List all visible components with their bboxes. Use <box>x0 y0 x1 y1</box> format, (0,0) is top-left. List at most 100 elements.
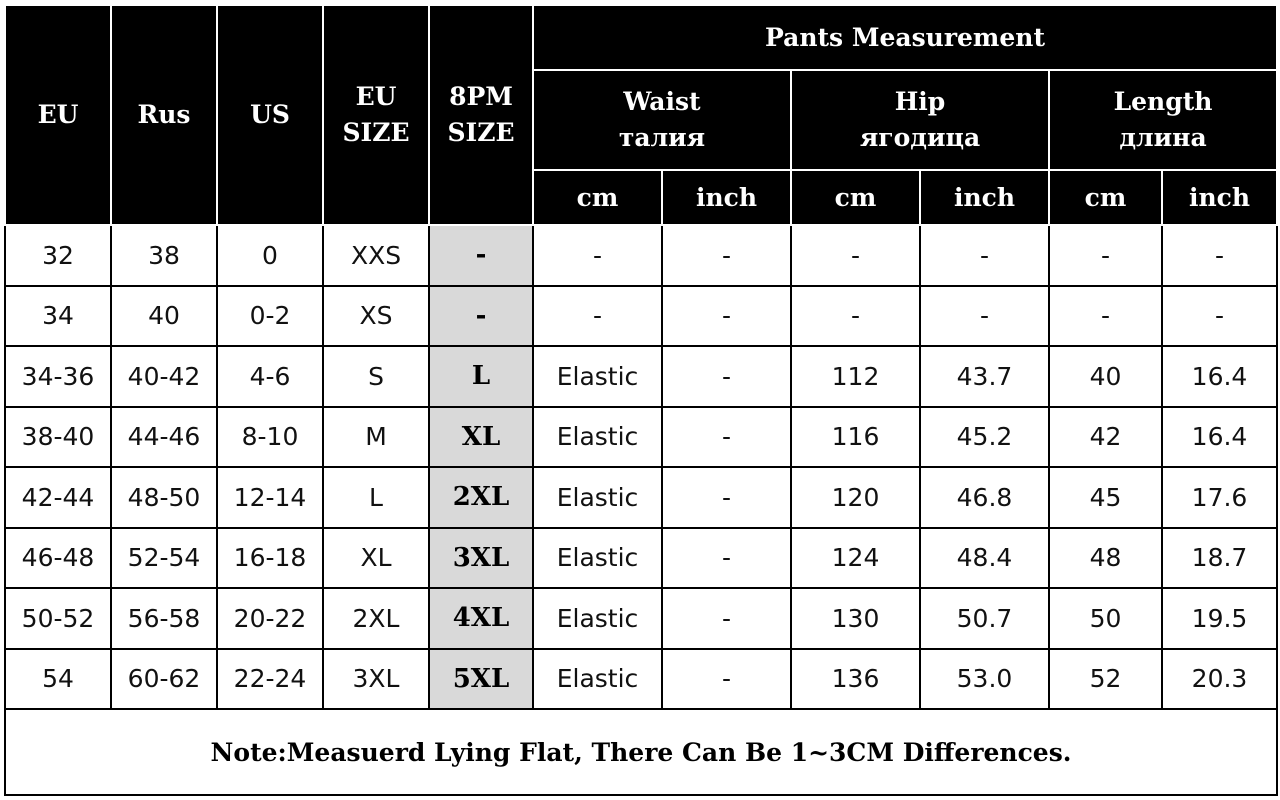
cell-length-cm: 45 <box>1048 466 1163 529</box>
header-us: US <box>216 4 324 226</box>
header-pants-measurement: Pants Measurement <box>531 4 1279 71</box>
cell-waist-cm: Elastic <box>532 345 663 408</box>
cell-eu-size: XL <box>322 526 430 589</box>
table-row: 38-40 44-46 8-10 M XL Elastic -116 45.2 42 16.4 <box>4 405 1279 468</box>
cell-us: 20-22 <box>216 587 324 650</box>
cell-length-cm: 42 <box>1048 405 1163 468</box>
header-waist-inch: inch <box>661 169 792 226</box>
header-length-inch: inch <box>1160 169 1279 226</box>
table-body: 32 38 0 XXS - - - - - - -34 40 0-2 XS - - - - - - -34-36 40-4… <box>4 224 1279 710</box>
cell-rus: 52-54 <box>110 526 218 589</box>
cell-hip-cm: - <box>790 284 921 347</box>
table-row: 50-52 56-58 20-22 2XL 4XL Elastic -130 50.7 50 19… <box>4 587 1279 650</box>
header-length: Length длина <box>1047 69 1279 171</box>
cell-length-inch: 19.5 <box>1160 587 1279 650</box>
table-row: 42-44 48-50 12-14 L 2XL Elastic -120 46.8 45 17.6 <box>4 466 1279 529</box>
header-hip-cm: cm <box>790 169 921 226</box>
cell-waist-cm: - <box>532 224 663 287</box>
header-waist-ru: талия <box>618 123 706 152</box>
cell-eu: 32 <box>4 224 112 287</box>
cell-us: 0 <box>216 224 324 287</box>
cell-eu-size: 2XL <box>322 587 430 650</box>
cell-length-inch: 16.4 <box>1160 405 1279 468</box>
cell-length-inch: 17.6 <box>1160 466 1279 529</box>
cell-waist-cm: Elastic <box>532 587 663 650</box>
cell-length-cm: 50 <box>1048 587 1163 650</box>
table-row: 32 38 0 XXS - - - - - - - <box>4 224 1279 287</box>
cell-eu: 54 <box>4 647 112 710</box>
header-waist-cm: cm <box>532 169 663 226</box>
header-eu: EU <box>4 4 112 226</box>
cell-rus: 44-46 <box>110 405 218 468</box>
cell-eu: 38-40 <box>4 405 112 468</box>
cell-waist-cm: - <box>532 284 663 347</box>
cell-hip-inch: 45.2 <box>919 405 1050 468</box>
cell-length-cm: - <box>1048 224 1163 287</box>
cell-rus: 40-42 <box>110 345 218 408</box>
cell-us: 4-6 <box>216 345 324 408</box>
cell-eu: 46-48 <box>4 526 112 589</box>
cell-hip-inch: - <box>919 224 1050 287</box>
cell-waist-cm: Elastic <box>532 526 663 589</box>
table-row: 34-36 40-42 4-6 S L Elastic -112 43.7 40 16.4 <box>4 345 1279 408</box>
cell-size: XL <box>428 405 534 468</box>
cell-rus: 40 <box>110 284 218 347</box>
cell-eu-size: 3XL <box>322 647 430 710</box>
cell-eu: 34 <box>4 284 112 347</box>
cell-eu-size: L <box>322 466 430 529</box>
cell-eu: 50-52 <box>4 587 112 650</box>
header-length-en: Length <box>1113 87 1213 116</box>
cell-waist-inch: - <box>661 647 792 710</box>
header-brand-size-line2: SIZE <box>447 118 515 147</box>
header-length-ru: длина <box>1119 123 1207 152</box>
cell-waist-inch: - <box>661 224 792 287</box>
cell-length-inch: - <box>1160 284 1279 347</box>
header-waist: Waist талия <box>532 69 792 171</box>
cell-hip-inch: 48.4 <box>919 526 1050 589</box>
cell-size: 5XL <box>428 647 534 710</box>
cell-waist-inch: - <box>661 466 792 529</box>
table-row: 46-48 52-54 16-18 XL 3XL Elastic -124 48.4 48 18.… <box>4 526 1279 589</box>
cell-waist-inch: - <box>661 284 792 347</box>
header-eu-size-line2: SIZE <box>342 118 410 147</box>
header-hip-inch: inch <box>919 169 1050 226</box>
cell-length-cm: 40 <box>1048 345 1163 408</box>
header-hip-ru: ягодица <box>859 123 981 152</box>
cell-hip-cm: 112 <box>790 345 921 408</box>
cell-eu: 34-36 <box>4 345 112 408</box>
cell-length-cm: 52 <box>1048 647 1163 710</box>
cell-hip-inch: - <box>919 284 1050 347</box>
cell-waist-cm: Elastic <box>532 466 663 529</box>
cell-hip-cm: 130 <box>790 587 921 650</box>
cell-hip-inch: 50.7 <box>919 587 1050 650</box>
cell-hip-inch: 53.0 <box>919 647 1050 710</box>
cell-rus: 60-62 <box>110 647 218 710</box>
cell-us: 8-10 <box>216 405 324 468</box>
header-length-cm: cm <box>1048 169 1163 226</box>
cell-eu-size: S <box>322 345 430 408</box>
cell-size: 4XL <box>428 587 534 650</box>
cell-size: 2XL <box>428 466 534 529</box>
cell-eu-size: M <box>322 405 430 468</box>
cell-waist-inch: - <box>661 405 792 468</box>
cell-us: 12-14 <box>216 466 324 529</box>
header-waist-en: Waist <box>623 87 701 116</box>
cell-size: - <box>428 224 534 287</box>
measurement-note: Note:Measuerd Lying Flat, There Can Be 1… <box>3 708 1279 796</box>
cell-rus: 56-58 <box>110 587 218 650</box>
header-eu-size-line1: EU <box>355 82 397 111</box>
cell-length-inch: - <box>1160 224 1279 287</box>
cell-eu: 42-44 <box>4 466 112 529</box>
cell-waist-inch: - <box>661 526 792 589</box>
cell-hip-inch: 46.8 <box>919 466 1050 529</box>
cell-hip-cm: 116 <box>790 405 921 468</box>
table-row: 54 60-62 22-24 3XL 5XL Elastic -136 53.0 52 20.3 <box>4 647 1279 710</box>
header-hip: Hip ягодица <box>790 69 1050 171</box>
cell-us: 16-18 <box>216 526 324 589</box>
cell-hip-cm: 136 <box>790 647 921 710</box>
note-row: Note:Measuerd Lying Flat, There Can Be 1… <box>3 708 1279 796</box>
cell-length-cm: - <box>1048 284 1163 347</box>
cell-eu-size: XS <box>322 284 430 347</box>
cell-length-cm: 48 <box>1048 526 1163 589</box>
cell-hip-inch: 43.7 <box>919 345 1050 408</box>
